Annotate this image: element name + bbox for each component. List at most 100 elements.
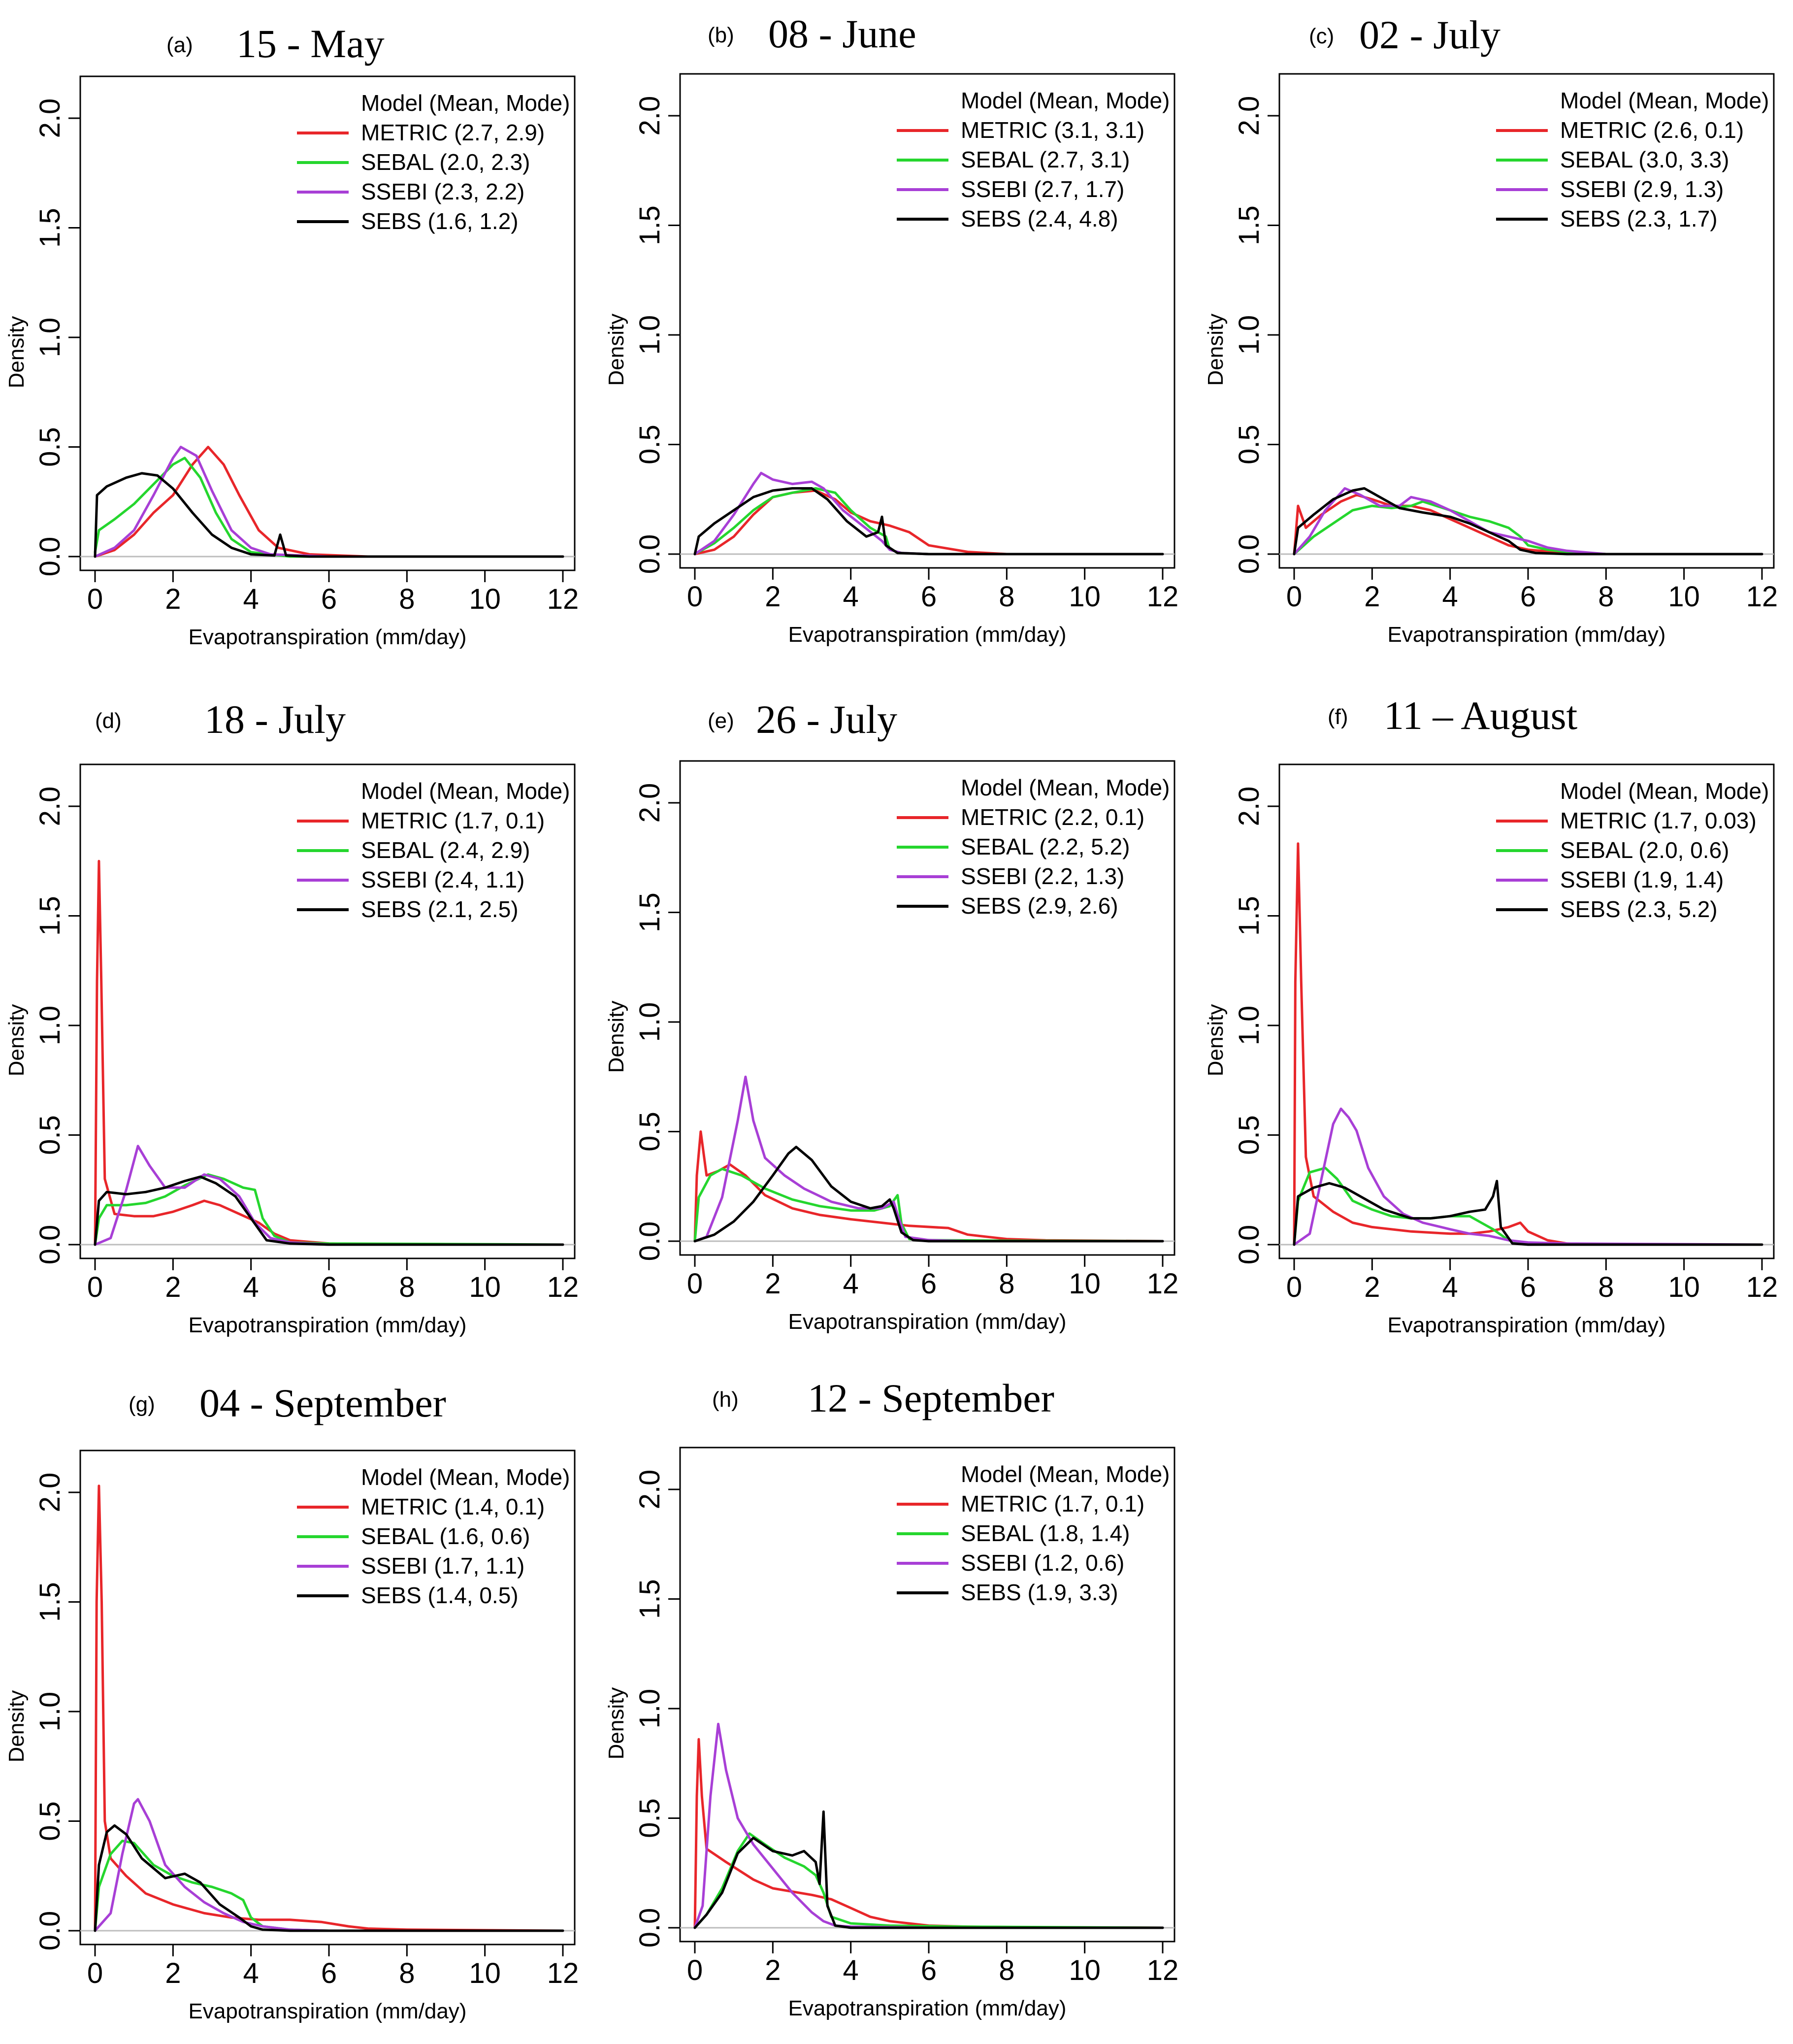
x-axis-label: Evapotranspiration (mm/day)	[788, 1310, 1067, 1334]
x-tick-label: 12	[1746, 581, 1778, 613]
series-line-ssebi	[94, 1145, 564, 1246]
series-line-sebal	[94, 1173, 564, 1246]
x-tick-label: 8	[1598, 581, 1614, 613]
series-line-ssebi	[693, 1075, 1164, 1243]
legend-entry: SEBAL (2.2, 5.2)	[961, 834, 1130, 859]
y-tick-label: 1.0	[634, 315, 666, 355]
panel-title: 11 – August	[1384, 693, 1578, 738]
series-line-metric	[1293, 842, 1763, 1246]
x-axis-label: Evapotranspiration (mm/day)	[189, 1313, 467, 1337]
y-tick-label: 1.0	[634, 1689, 666, 1729]
x-axis-label: Evapotranspiration (mm/day)	[1388, 623, 1666, 647]
legend-entry: METRIC (2.2, 0.1)	[961, 804, 1144, 830]
panel-title: 18 - July	[204, 697, 346, 742]
plot-frame	[1278, 73, 1775, 569]
x-tick-label: 10	[1069, 1268, 1101, 1300]
series-line-sebal	[94, 1840, 564, 1932]
y-tick-label: 1.0	[34, 1006, 66, 1046]
series-line-sebal	[1293, 500, 1763, 556]
legend-entry: METRIC (3.1, 3.1)	[961, 117, 1144, 143]
y-axis-label: Density	[604, 314, 628, 386]
x-tick-label: 10	[469, 1957, 501, 1989]
x-tick-label: 10	[469, 1271, 501, 1303]
panel-label: (e)	[708, 709, 734, 733]
panel-title: 26 - July	[756, 697, 897, 742]
plot-frame	[679, 1447, 1175, 1943]
x-tick-label: 0	[687, 1954, 703, 1986]
legend-entry: SEBS (2.9, 2.6)	[961, 893, 1118, 919]
y-tick-label: 2.0	[34, 1473, 66, 1513]
x-tick-label: 2	[765, 1954, 781, 1986]
legend-entry: SEBAL (2.0, 2.3)	[361, 149, 530, 175]
x-tick-label: 8	[1598, 1271, 1614, 1303]
x-tick-label: 2	[765, 1268, 781, 1300]
panel-label: (h)	[712, 1387, 739, 1412]
y-tick-label: 1.0	[34, 1692, 66, 1732]
legend-entry: SEBAL (2.7, 3.1)	[961, 147, 1130, 172]
y-tick-label: 2.0	[634, 1470, 666, 1510]
series-line-sebs	[94, 472, 564, 558]
legend-title: Model (Mean, Mode)	[1560, 88, 1769, 113]
y-axis-label: Density	[604, 1001, 628, 1073]
x-tick-label: 6	[1520, 1271, 1536, 1303]
legend-title: Model (Mean, Mode)	[961, 88, 1170, 113]
panel-title: 08 - June	[768, 11, 916, 56]
y-tick-label: 1.5	[634, 1579, 666, 1619]
series-line-ssebi	[693, 1722, 1164, 1929]
y-tick-label: 0.5	[34, 1801, 66, 1841]
y-tick-label: 1.5	[34, 1582, 66, 1622]
x-axis-label: Evapotranspiration (mm/day)	[788, 1996, 1067, 2020]
x-tick-label: 0	[687, 581, 703, 613]
series-line-sebs	[94, 1824, 564, 1932]
x-tick-label: 12	[547, 1957, 579, 1989]
legend-entry: SSEBI (2.4, 1.1)	[361, 867, 524, 892]
series-line-metric	[94, 1484, 564, 1932]
legend-entry: SEBS (2.4, 4.8)	[961, 206, 1118, 231]
x-tick-label: 8	[399, 583, 415, 615]
series-line-ssebi	[693, 471, 1164, 556]
panel-label: (g)	[129, 1392, 155, 1417]
plot-frame	[679, 760, 1175, 1256]
x-tick-label: 2	[165, 1271, 181, 1303]
y-tick-label: 1.5	[634, 205, 666, 245]
chart-panel-c: (c) 02 - July 0 2 4 6 8 10 12 0.0 0.5 1.0 1.5 2.0 Evap…	[1204, 12, 1778, 647]
y-tick-label: 2.0	[34, 99, 66, 138]
y-tick-label: 1.0	[1233, 315, 1265, 355]
chart-panel-b: (b) 08 - June 0 2 4 6 8 10 12 0.0 0.5 1.0 1.5 2.0 Evap…	[604, 11, 1178, 647]
x-tick-label: 4	[843, 1954, 859, 1986]
legend-entry: SEBS (1.9, 3.3)	[961, 1580, 1118, 1605]
x-tick-label: 0	[87, 1271, 103, 1303]
y-tick-label: 2.0	[34, 787, 66, 826]
x-tick-label: 2	[1364, 1271, 1380, 1303]
x-tick-label: 4	[843, 581, 859, 613]
legend-entry: SEBS (2.3, 5.2)	[1560, 896, 1718, 922]
legend-entry: SEBS (2.3, 1.7)	[1560, 206, 1718, 231]
y-tick-label: 0.0	[34, 537, 66, 577]
panel-title: 02 - July	[1359, 12, 1500, 57]
x-tick-label: 12	[1147, 581, 1179, 613]
y-tick-label: 1.5	[34, 896, 66, 936]
y-tick-label: 2.0	[634, 783, 666, 823]
series-line-sebs	[1293, 487, 1763, 556]
x-tick-label: 8	[399, 1957, 415, 1989]
x-tick-label: 12	[1746, 1271, 1778, 1303]
x-tick-label: 0	[1286, 581, 1302, 613]
y-axis-label: Density	[4, 1690, 29, 1763]
series-line-sebal	[94, 457, 564, 558]
y-axis-label: Density	[604, 1687, 628, 1760]
legend-entry: SEBAL (3.0, 3.3)	[1560, 147, 1729, 172]
x-tick-label: 12	[547, 583, 579, 615]
legend-entry: METRIC (1.7, 0.03)	[1560, 808, 1757, 833]
x-tick-label: 2	[165, 583, 181, 615]
x-tick-label: 0	[87, 583, 103, 615]
x-axis-label: Evapotranspiration (mm/day)	[189, 625, 467, 649]
panel-label: (f)	[1328, 705, 1348, 729]
series-line-sebs	[94, 1175, 564, 1246]
legend-entry: SSEBI (1.9, 1.4)	[1560, 867, 1724, 892]
series-line-sebs	[693, 1810, 1164, 1929]
panel-title: 15 - May	[236, 21, 385, 66]
x-tick-label: 4	[843, 1268, 859, 1300]
x-axis-label: Evapotranspiration (mm/day)	[788, 623, 1067, 647]
panel-label: (c)	[1309, 24, 1334, 48]
